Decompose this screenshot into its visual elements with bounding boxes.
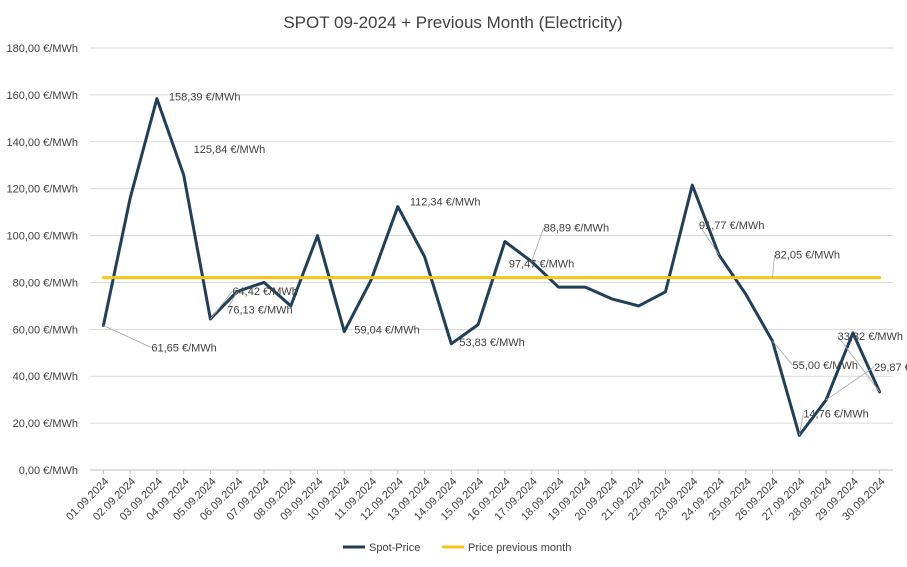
data-label: 91,77 €/MWh [699, 220, 764, 232]
data-label: 125,84 €/MWh [194, 144, 266, 156]
data-label-leader [798, 413, 804, 436]
series-lines [101, 97, 882, 437]
data-label: 33,32 €/MWh [838, 331, 903, 343]
data-label: 14,76 €/MWh [803, 408, 868, 420]
data-label-leader [772, 340, 793, 366]
data-label: 112,34 €/MWh [410, 197, 481, 209]
legend-item-spot-price-label: Spot-Price [369, 542, 420, 554]
y-tick-label: 140,00 €/MWh [6, 137, 78, 149]
y-tick-label: 40,00 €/MWh [13, 371, 78, 383]
data-label-leader [837, 335, 880, 393]
data-label: 82,05 €/MWh [775, 250, 840, 262]
data-label: 64,42 €/MWh [232, 286, 297, 298]
data-label-leader [698, 224, 720, 256]
data-label: 88,89 €/MWh [544, 223, 609, 235]
data-labels: 61,65 €/MWh 158,39 €/MWh 125,84 €/MWh 64,42… [103, 92, 907, 436]
y-tick-label: 20,00 €/MWh [13, 418, 78, 430]
data-label: 29,87 €/MWh [874, 362, 907, 374]
y-tick-label: 60,00 €/MWh [13, 324, 78, 336]
y-tick-label: 120,00 €/MWh [6, 184, 78, 196]
data-label-leader [103, 325, 152, 348]
data-label: 53,83 €/MWh [459, 337, 524, 349]
y-tick-label: 180,00 €/MWh [6, 43, 78, 55]
data-label: 59,04 €/MWh [354, 325, 419, 337]
data-label: 158,39 €/MWh [169, 92, 241, 104]
data-label: 61,65 €/MWh [151, 342, 216, 354]
data-label-leader [210, 290, 233, 320]
data-label-leader [825, 366, 875, 401]
data-label-leader [531, 227, 545, 262]
y-tick-label: 160,00 €/MWh [6, 90, 78, 102]
spot-price-line [101, 97, 882, 437]
y-tick-label: 100,00 €/MWh [6, 231, 78, 243]
y-tick-label: 0,00 €/MWh [19, 465, 78, 477]
grid-lines [90, 47, 893, 471]
legend-item-previous-month-label: Price previous month [468, 542, 571, 554]
y-axis-ticks: 0,00 €/MWh 20,00 €/MWh 40,00 €/MWh 60,00 €/… [6, 43, 78, 477]
x-axis-ticks: 01.09.202402.09.202403.09.202404.09.2024… [64, 470, 888, 523]
legend: Spot-Price Price previous month [343, 542, 571, 554]
data-label: 76,13 €/MWh [227, 305, 292, 317]
data-label: 55,00 €/MWh [793, 360, 858, 372]
data-label-leader [772, 254, 775, 278]
data-label: 97,47 €/MWh [509, 258, 574, 270]
data-label-leader [226, 291, 238, 310]
y-tick-label: 80,00 €/MWh [13, 277, 78, 289]
chart-title: SPOT 09-2024 + Previous Month (Electrici… [283, 13, 622, 32]
